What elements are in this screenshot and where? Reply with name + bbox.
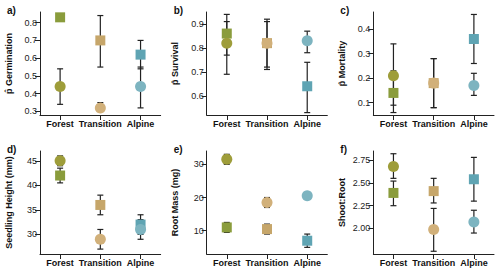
svg-text:Alpine: Alpine [293,258,321,268]
svg-text:20: 20 [194,193,204,203]
svg-text:0.4: 0.4 [24,89,37,99]
svg-text:0.2: 0.2 [358,73,371,83]
svg-text:Forest: Forest [46,258,74,268]
svg-text:Seedling Height (mm): Seedling Height (mm) [4,156,14,249]
svg-text:Transition: Transition [412,258,455,268]
svg-text:0.9: 0.9 [191,19,204,29]
svg-text:Forest: Forest [46,119,74,129]
svg-text:0.1: 0.1 [358,98,371,108]
svg-text:f): f) [340,144,347,155]
svg-text:Transition: Transition [245,258,288,268]
svg-text:40: 40 [27,180,37,190]
svg-text:Forest: Forest [213,258,241,268]
svg-text:Transition: Transition [79,258,122,268]
svg-text:c): c) [340,5,349,16]
svg-text:0.8: 0.8 [191,43,204,53]
svg-text:b): b) [174,5,183,16]
svg-text:2.75: 2.75 [353,155,371,165]
svg-text:35: 35 [27,205,37,215]
svg-text:30: 30 [194,159,204,169]
svg-text:p̂ Germination: p̂ Germination [4,33,14,94]
svg-text:0.3: 0.3 [24,106,37,116]
svg-text:0.7: 0.7 [191,67,204,77]
svg-text:d): d) [7,144,16,155]
svg-text:Alpine: Alpine [293,119,321,129]
svg-text:p̂ Mortality: p̂ Mortality [337,41,347,87]
svg-text:45: 45 [27,156,37,166]
svg-text:Transition: Transition [412,119,455,129]
svg-text:e): e) [174,144,183,155]
svg-text:Forest: Forest [380,258,408,268]
svg-text:2.50: 2.50 [353,178,371,188]
svg-text:0.5: 0.5 [24,71,37,81]
svg-text:2.00: 2.00 [353,223,371,233]
svg-text:Shoot:Root: Shoot:Root [337,178,347,227]
svg-text:Alpine: Alpine [460,258,488,268]
svg-text:Root Mass (mg): Root Mass (mg) [170,169,180,237]
svg-text:0.6: 0.6 [24,53,37,63]
svg-text:0.6: 0.6 [191,91,204,101]
svg-text:Forest: Forest [213,119,241,129]
svg-text:30: 30 [27,229,37,239]
svg-text:Forest: Forest [380,119,408,129]
svg-text:0.8: 0.8 [24,18,37,28]
svg-text:p̂ Survival: p̂ Survival [170,42,180,85]
svg-text:a): a) [7,5,16,16]
svg-text:0.4: 0.4 [358,24,371,34]
svg-text:0.3: 0.3 [358,49,371,59]
svg-text:10: 10 [194,226,204,236]
svg-text:Transition: Transition [245,119,288,129]
svg-text:Alpine: Alpine [127,258,155,268]
svg-text:Transition: Transition [79,119,122,129]
svg-text:0.7: 0.7 [24,35,37,45]
svg-text:Alpine: Alpine [460,119,488,129]
svg-text:2.25: 2.25 [353,201,371,211]
svg-text:Alpine: Alpine [127,119,155,129]
